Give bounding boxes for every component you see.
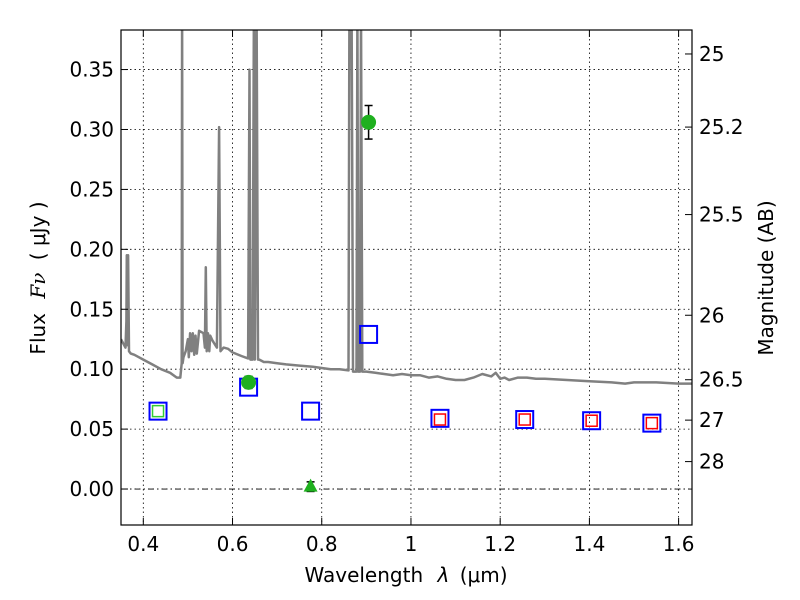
y-axis-label-unit: ( μJy ) (26, 201, 50, 260)
model-photometry-inner-marker (585, 414, 598, 427)
mag-tick-label: 26.5 (699, 368, 744, 392)
x-axis-label-text: Wavelength (304, 563, 423, 587)
mag-tick-label: 27 (699, 408, 724, 432)
y-axis-label-symbol: Fν (26, 273, 50, 300)
y-axis-label-text: Flux (26, 313, 50, 355)
model-photometry-marker (359, 324, 379, 344)
x-tick-label: 1.6 (663, 532, 695, 556)
model-photometry-marker (642, 413, 662, 433)
observed-flux-point (361, 114, 377, 130)
y-tick-label: 0.10 (69, 357, 114, 381)
model-photometry-marker (301, 401, 321, 421)
model-photometry-marker (515, 410, 535, 430)
model-photometry-inner-marker (433, 413, 447, 426)
y-tick-label: 0.35 (69, 58, 114, 82)
x-axis-label-symbol: λ (437, 563, 450, 587)
y-tick-label: 0.00 (69, 477, 114, 501)
y-tick-label: 0.15 (69, 297, 114, 321)
y-tick-label: 0.20 (69, 237, 114, 261)
y-axis-label: Flux Fν ( μJy ) (26, 201, 50, 354)
mag-tick-label: 26 (699, 303, 724, 327)
model-photometry-marker (582, 411, 602, 431)
observed-flux-point (241, 374, 257, 390)
x-tick-label: 0.8 (306, 532, 338, 556)
x-tick-label: 1.2 (484, 532, 516, 556)
y-tick-label: 0.30 (69, 117, 114, 141)
upper-limit-triangle (303, 478, 318, 492)
plot-background (121, 30, 692, 525)
x-tick-label: 0.6 (217, 532, 249, 556)
series-layer (121, 30, 692, 493)
x-tick-label: 0.4 (127, 532, 159, 556)
mag-tick-label: 25.2 (699, 115, 744, 139)
model-photometry-marker (148, 401, 168, 421)
x-tick-label: 1.4 (573, 532, 605, 556)
y-tick-label: 0.25 (69, 177, 114, 201)
model-photometry-inner-marker (518, 413, 531, 426)
mag-tick-label: 25.5 (699, 203, 744, 227)
plot-frame (120, 29, 693, 526)
mag-tick-label: 28 (699, 450, 724, 474)
x-tick-label: 1 (405, 532, 418, 556)
model-photometry-inner-marker (151, 404, 165, 418)
y-tick-label: 0.05 (69, 417, 114, 441)
x-axis-label-unit: (μm) (460, 563, 508, 587)
mag-tick-label: 25 (699, 42, 724, 66)
model-spectrum-line (121, 30, 692, 385)
y2-axis-label: Magnitude (AB) (754, 200, 778, 355)
model-photometry-inner-marker (645, 416, 659, 430)
x-axis-label: Wavelength λ (μm) (304, 563, 507, 587)
model-photometry-marker (430, 408, 450, 428)
ticks: 0.4 0.6 0.8 1 1.2 1.4 1.6 0.00 0.05 0.10 0.15 0.20 0… (69, 30, 744, 556)
